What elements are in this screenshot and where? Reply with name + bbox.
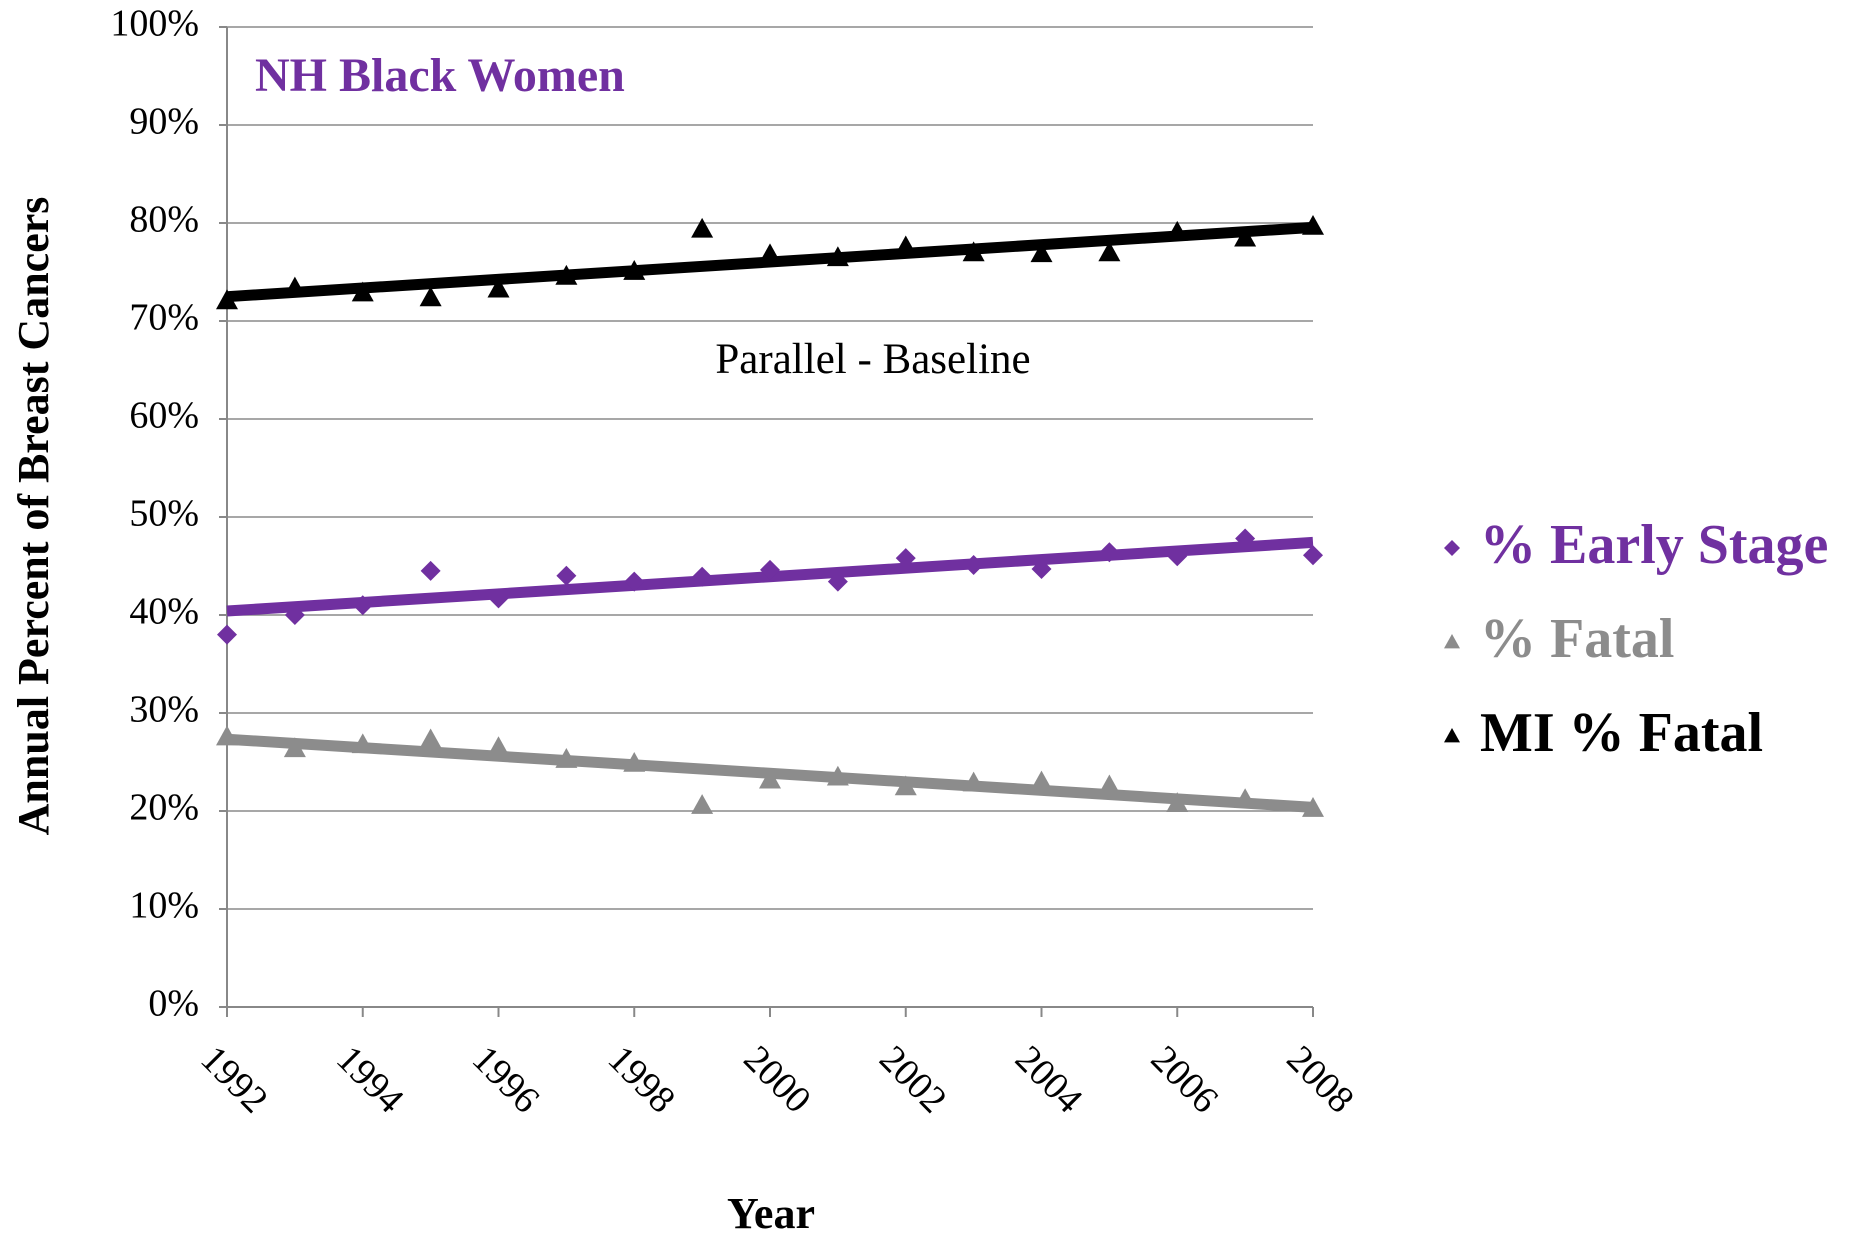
data-point: [555, 264, 578, 285]
data-point: [216, 289, 238, 310]
data-point: [962, 241, 985, 262]
x-tick-label: 2004: [1007, 1038, 1090, 1121]
data-point: [555, 748, 578, 768]
data-point: [1167, 546, 1188, 567]
y-tick-label: 60%: [129, 395, 199, 437]
data-point: [216, 725, 238, 746]
data-point: [623, 751, 646, 772]
legend-label: MI % Fatal: [1480, 702, 1763, 764]
data-point: [1030, 770, 1053, 791]
data-point: [283, 276, 306, 297]
data-point: [419, 286, 442, 307]
data-point: [760, 559, 780, 580]
data-point: [1166, 792, 1189, 812]
data-point: [692, 566, 713, 587]
data-point: [1098, 241, 1121, 262]
x-axis-title: Year: [727, 1189, 815, 1238]
data-point: [1302, 214, 1324, 235]
x-tick-label: 2008: [1278, 1038, 1361, 1121]
data-point: [894, 775, 917, 796]
x-tick-label: 1998: [600, 1038, 683, 1121]
data-point: [1235, 528, 1256, 549]
data-point: [894, 235, 917, 256]
data-point: [284, 605, 305, 625]
data-point: [1098, 774, 1121, 795]
data-point: [1234, 788, 1257, 809]
legend-marker: [1444, 634, 1460, 649]
y-tick-label: 70%: [129, 297, 199, 339]
data-point: [556, 565, 577, 586]
data-point: [1234, 226, 1257, 247]
x-tick-label: 1996: [464, 1038, 547, 1121]
data-point: [1031, 558, 1052, 579]
x-tick-label: 1992: [192, 1038, 275, 1121]
y-tick-label: 10%: [129, 885, 199, 927]
y-tick-label: 40%: [129, 591, 199, 633]
data-point: [1030, 242, 1053, 263]
data-point: [419, 728, 442, 749]
data-point: [826, 765, 849, 786]
x-tick-label: 2006: [1143, 1038, 1226, 1121]
data-point: [352, 595, 373, 616]
data-point: [487, 736, 510, 757]
x-tick-label: 2000: [735, 1038, 818, 1121]
y-tick-label: 100%: [110, 3, 199, 45]
data-point: [691, 217, 714, 238]
data-point: [488, 588, 509, 609]
data-point: [962, 771, 985, 792]
data-point: [759, 768, 781, 789]
legend-label: % Fatal: [1480, 608, 1674, 670]
data-point: [827, 571, 848, 592]
data-point: [420, 560, 441, 581]
y-tick-label: 30%: [129, 689, 199, 731]
legend-label: % Early Stage: [1480, 514, 1828, 576]
data-point: [1166, 220, 1189, 241]
data-point: [895, 548, 916, 569]
data-point: [1099, 542, 1120, 563]
y-axis-title: Annual Percent of Breast Cancers: [9, 197, 58, 836]
y-tick-label: 90%: [129, 101, 199, 143]
data-point: [1303, 545, 1323, 566]
data-point: [487, 277, 510, 298]
data-point: [217, 624, 237, 645]
x-tick-label: 1994: [328, 1038, 411, 1121]
data-point: [624, 571, 645, 592]
data-point: [623, 260, 646, 280]
data-point: [351, 733, 374, 754]
data-point: [691, 794, 714, 814]
y-tick-label: 80%: [129, 199, 199, 241]
data-point: [759, 243, 781, 264]
data-point: [963, 555, 984, 576]
x-tick-label: 2002: [871, 1038, 954, 1121]
data-point: [283, 737, 306, 758]
data-point: [826, 246, 849, 267]
data-point: [351, 281, 374, 302]
data-point: [1302, 797, 1324, 817]
annotation: Parallel - Baseline: [715, 336, 1030, 383]
y-tick-label: 20%: [129, 787, 199, 829]
annotation: NH Black Women: [255, 49, 625, 102]
legend-marker: [1444, 540, 1460, 556]
y-tick-label: 0%: [148, 983, 199, 1025]
y-tick-label: 50%: [129, 493, 199, 535]
legend-marker: [1444, 728, 1460, 743]
